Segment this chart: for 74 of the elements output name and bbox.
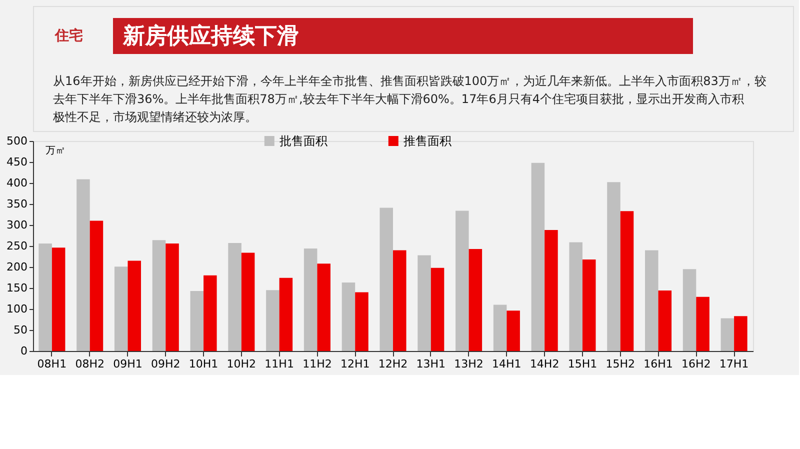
x-tick-label: 16H2 (682, 358, 711, 370)
bar (128, 260, 141, 351)
x-tick-label: 08H2 (75, 358, 104, 370)
x-tick-label: 12H1 (340, 358, 370, 370)
bar (456, 210, 469, 351)
bar (506, 310, 520, 351)
x-tick-label: 16H1 (644, 358, 673, 370)
x-tick-label: 09H1 (113, 358, 142, 370)
bar (531, 162, 545, 351)
x-tick-label: 13H2 (454, 358, 484, 370)
y-tick-label: 150 (6, 282, 28, 294)
x-tick-label: 14H2 (530, 358, 560, 370)
x-tick-label: 11H2 (302, 358, 332, 370)
x-tick-label: 17H1 (719, 358, 749, 370)
bar (430, 268, 444, 351)
x-tick-label: 09H2 (150, 358, 180, 370)
bar (266, 290, 280, 351)
y-tick-label: 450 (6, 156, 28, 168)
x-tick-label: 08H1 (37, 358, 67, 370)
x-tick-label: 15H1 (568, 358, 598, 370)
bar (582, 259, 596, 351)
x-tick-label: 14H1 (492, 358, 522, 370)
bar (493, 304, 507, 351)
text: 住宅 (54, 27, 83, 44)
y-tick-label: 400 (6, 176, 28, 190)
bar (645, 250, 658, 351)
legend-label: 推售面积 (403, 134, 452, 148)
bar (393, 250, 406, 351)
bar (468, 248, 482, 351)
bar (696, 296, 710, 351)
y-tick-label: 350 (6, 198, 28, 210)
bar (569, 242, 582, 351)
bar (166, 243, 179, 351)
x-tick-label: 15H2 (606, 358, 636, 370)
y-tick-label: 100 (6, 302, 28, 316)
bar (279, 278, 293, 351)
bar (607, 182, 620, 351)
bar (241, 252, 255, 351)
bar (682, 269, 696, 351)
bar (38, 243, 52, 351)
bar (76, 179, 90, 351)
bar (152, 240, 166, 351)
bar (52, 248, 66, 351)
y-tick-label: 500 (6, 134, 28, 148)
legend-label: 批售面积 (279, 134, 328, 148)
chart-title: 新房供应持续下滑 (122, 23, 299, 49)
bar (658, 290, 672, 351)
x-tick-label: 13H1 (416, 358, 446, 370)
y-tick-label: 0 (20, 344, 28, 358)
y-tick-label: 250 (6, 240, 28, 252)
bar (720, 318, 734, 351)
bar (190, 290, 204, 351)
bar (734, 316, 748, 351)
bar (620, 211, 634, 351)
bar (204, 275, 217, 351)
bar (418, 255, 431, 351)
bar (114, 266, 128, 351)
y-axis-title: 万㎡ (46, 146, 66, 156)
y-tick-label: 300 (6, 218, 28, 232)
bar (90, 220, 104, 351)
bar (380, 208, 393, 351)
x-tick-label: 10H1 (188, 358, 218, 370)
x-tick-label: 10H2 (226, 358, 256, 370)
bar (355, 292, 368, 351)
x-tick-label: 11H1 (264, 358, 294, 370)
bar (544, 230, 558, 351)
bar (342, 282, 356, 351)
x-tick-label: 12H2 (378, 358, 408, 370)
bar (317, 264, 330, 351)
y-tick-label: 50 (14, 324, 28, 336)
y-tick-label: 200 (6, 260, 28, 274)
bar (228, 243, 242, 351)
chart-subtitle: 从16年开始，新房供应已经开始下滑，今年上半年全市批售、推售面积皆跌破100万㎡，为近几年来新低。上半年入市面积83万㎡，较去年下半年下滑36%。上半年批售面积78万㎡,较去年下半年大幅下滑60%。17年6月只有4个住宅项目获批，显示出开发商入市积极性不足，市场观望情绪还较为浓厚。 (52, 74, 766, 124)
bar (304, 248, 318, 351)
